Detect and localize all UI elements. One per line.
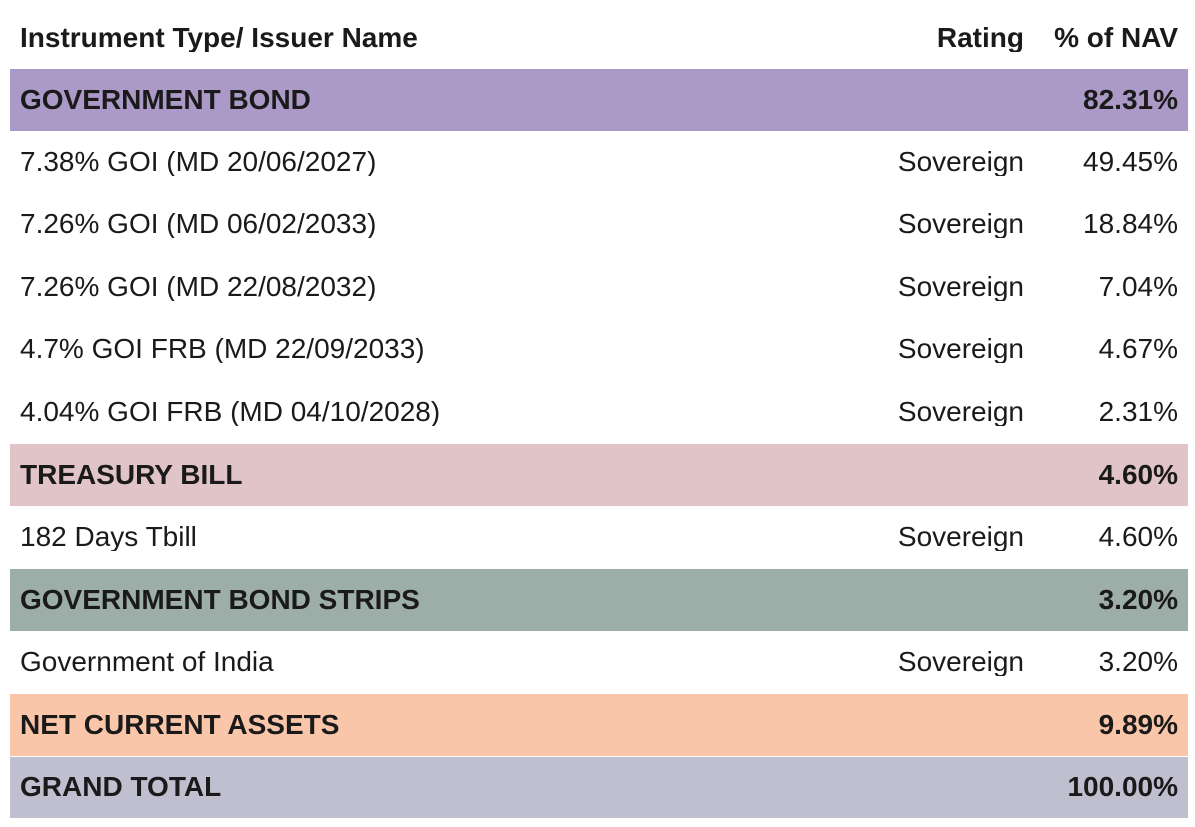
- instrument-name-cell: 182 Days Tbill: [20, 522, 197, 551]
- nav-percent-cell: 49.45%: [1083, 147, 1178, 176]
- rating-cell: Sovereign: [897, 210, 1024, 239]
- rating-cell: Sovereign: [897, 272, 1024, 301]
- instrument-name-cell: 4.7% GOI FRB (MD 22/09/2033): [20, 335, 425, 364]
- nav-percent-cell: 4.67%: [1098, 335, 1178, 364]
- instrument-name-cell: TREASURY BILL: [20, 460, 243, 489]
- instrument-name-cell: GOVERNMENT BOND STRIPS: [20, 585, 420, 614]
- instrument-name-cell: 7.26% GOI (MD 22/08/2032): [20, 272, 377, 301]
- nav-percent-cell: 82.31%: [1083, 85, 1178, 114]
- nav-percent-cell: 9.89%: [1098, 710, 1178, 739]
- header-instrument-name: Instrument Type/ Issuer Name: [20, 24, 418, 52]
- instrument-name-cell: 7.26% GOI (MD 06/02/2033): [20, 210, 377, 239]
- rating-cell: Sovereign: [897, 522, 1024, 551]
- section-row: GOVERNMENT BOND STRIPS 3.20%: [10, 568, 1188, 631]
- instrument-name-cell: GRAND TOTAL: [20, 773, 222, 802]
- nav-percent-cell: 18.84%: [1083, 210, 1178, 239]
- table-row: 7.26% GOI (MD 06/02/2033) Sovereign 18.84%: [10, 193, 1188, 256]
- header-nav-percent: % of NAV: [1054, 24, 1178, 52]
- instrument-name-cell: NET CURRENT ASSETS: [20, 710, 340, 739]
- nav-percent-cell: 4.60%: [1098, 522, 1178, 551]
- table-row: 4.7% GOI FRB (MD 22/09/2033) Sovereign 4.6…: [10, 318, 1188, 381]
- table-row: Government of India Sovereign 3.20%: [10, 631, 1188, 694]
- rating-cell: Sovereign: [897, 335, 1024, 364]
- instrument-name-cell: 4.04% GOI FRB (MD 04/10/2028): [20, 397, 441, 426]
- rating-cell: Sovereign: [897, 147, 1024, 176]
- rating-cell: Sovereign: [897, 647, 1024, 676]
- table-row: 182 Days Tbill Sovereign 4.60%: [10, 506, 1188, 569]
- nav-percent-cell: 2.31%: [1098, 397, 1178, 426]
- instrument-name-cell: GOVERNMENT BOND: [20, 85, 311, 114]
- nav-percent-cell: 3.20%: [1098, 647, 1178, 676]
- rating-cell: Sovereign: [897, 397, 1024, 426]
- section-row: GRAND TOTAL 100.00%: [10, 755, 1188, 818]
- instrument-name-cell: Government of India: [20, 647, 274, 676]
- section-row: TREASURY BILL 4.60%: [10, 443, 1188, 506]
- nav-percent-cell: 7.04%: [1098, 272, 1178, 301]
- table-row: 7.26% GOI (MD 22/08/2032) Sovereign 7.04%: [10, 256, 1188, 319]
- nav-percent-cell: 3.20%: [1098, 585, 1178, 614]
- table-body: GOVERNMENT BOND 82.31% 7.38% GOI (MD 20/06…: [10, 68, 1188, 818]
- table-row: 7.38% GOI (MD 20/06/2027) Sovereign 49.45%: [10, 131, 1188, 194]
- nav-percent-cell: 4.60%: [1098, 460, 1178, 489]
- table-row: 4.04% GOI FRB (MD 04/10/2028) Sovereign 2.…: [10, 381, 1188, 444]
- nav-percent-cell: 100.00%: [1067, 773, 1178, 802]
- table-header: Instrument Type/ Issuer Name Rating % of…: [10, 8, 1188, 68]
- instrument-name-cell: 7.38% GOI (MD 20/06/2027): [20, 147, 377, 176]
- section-row: GOVERNMENT BOND 82.31%: [10, 68, 1188, 131]
- portfolio-table: Instrument Type/ Issuer Name Rating % of…: [10, 8, 1188, 818]
- section-row: NET CURRENT ASSETS 9.89%: [10, 693, 1188, 756]
- header-rating: Rating: [936, 24, 1024, 52]
